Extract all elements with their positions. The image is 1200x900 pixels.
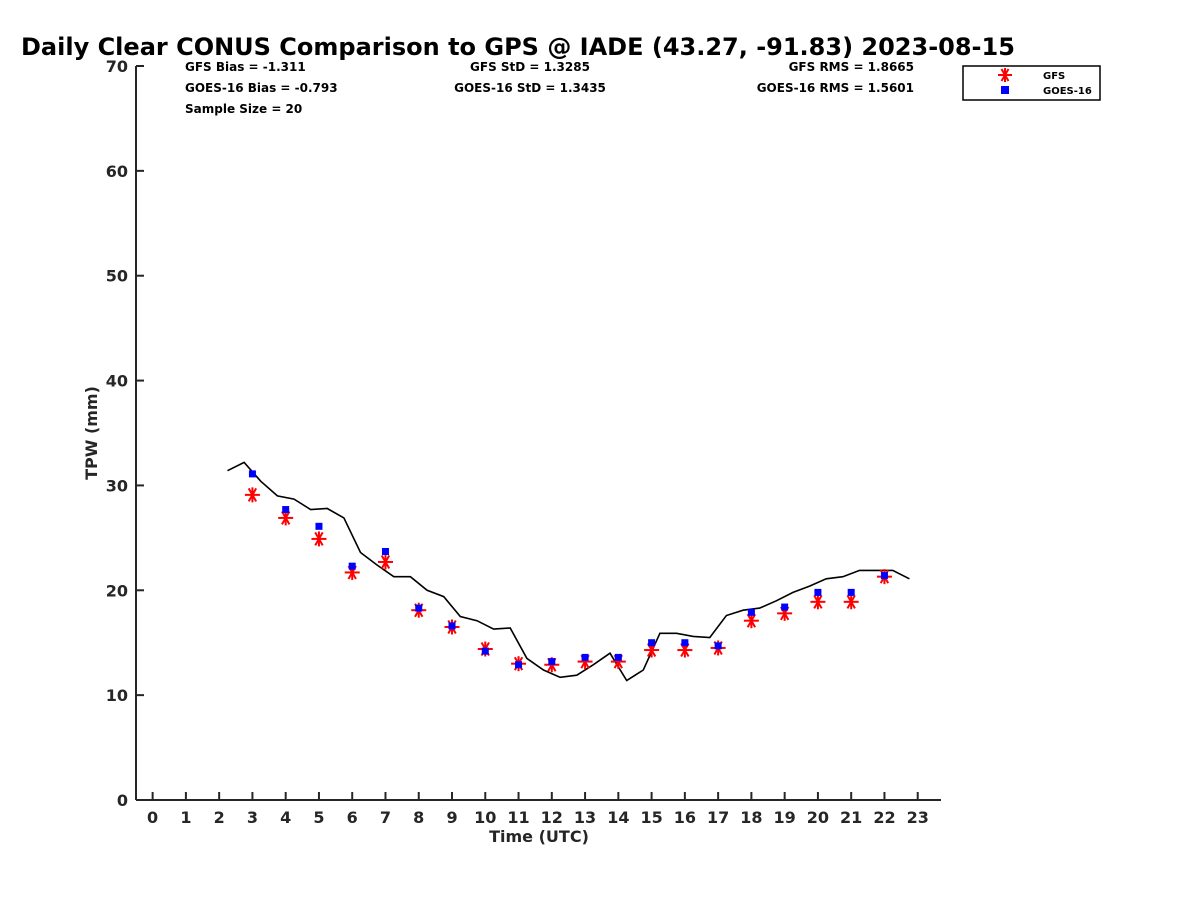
- x-tick-label: 4: [280, 808, 291, 827]
- x-tick-label: 18: [740, 808, 762, 827]
- goes-bias-text: GOES-16 Bias = -0.793: [185, 81, 338, 95]
- x-tick-label: 2: [214, 808, 225, 827]
- goes-point: [581, 653, 589, 661]
- x-tick-label: 15: [640, 808, 662, 827]
- x-tick-label: 14: [607, 808, 629, 827]
- x-tick-label: 7: [380, 808, 391, 827]
- legend-gfs-label: GFS: [1043, 71, 1065, 82]
- legend-gfs-asterisk: [998, 68, 1012, 82]
- x-tick-label: 21: [840, 808, 862, 827]
- y-axis-title: TPW (mm): [82, 386, 101, 480]
- goes-point: [847, 588, 855, 596]
- x-tick-label: 3: [247, 808, 258, 827]
- sample-size-text: Sample Size = 20: [185, 102, 302, 116]
- gfs-point: [743, 613, 759, 629]
- gfs-rms-text: GFS RMS = 1.8665: [789, 60, 914, 74]
- goes-point: [481, 647, 489, 655]
- gfs-point: [377, 554, 393, 570]
- x-tick-label: 9: [446, 808, 457, 827]
- legend-goes-label: GOES-16: [1043, 86, 1092, 97]
- x-tick-label: 6: [347, 808, 358, 827]
- x-tick-label: 20: [807, 808, 829, 827]
- goes-point: [714, 642, 722, 650]
- goes-point: [548, 658, 556, 666]
- legend-gfs-asterisk-marker: [998, 68, 1012, 82]
- goes-point: [248, 470, 256, 478]
- goes-point: [348, 562, 356, 570]
- gfs-point: [244, 487, 260, 503]
- legend: GFS GOES-16: [962, 65, 1101, 101]
- y-tick-label: 10: [106, 686, 128, 705]
- gfs-bias-text: GFS Bias = -1.311: [185, 60, 306, 74]
- goes-point: [781, 603, 789, 611]
- goes-point: [614, 653, 622, 661]
- goes-point: [648, 639, 656, 647]
- x-tick-label: 10: [474, 808, 496, 827]
- gfs-std-text: GFS StD = 1.3285: [470, 60, 590, 74]
- goes-point: [880, 572, 888, 580]
- goes-point: [381, 547, 389, 555]
- gfs-point: [810, 594, 826, 610]
- goes-point: [315, 522, 323, 530]
- goes-point: [415, 604, 423, 612]
- x-tick-label: 16: [674, 808, 696, 827]
- x-tick-label: 1: [180, 808, 191, 827]
- goes-point: [515, 661, 523, 669]
- y-tick-label: 30: [106, 476, 128, 495]
- goes-point: [448, 622, 456, 630]
- goes-point: [681, 639, 689, 647]
- stats-annotations: GFS Bias = -1.311 GOES-16 Bias = -0.793 …: [185, 60, 914, 116]
- x-tick-label: 11: [507, 808, 529, 827]
- x-tick-label: 19: [774, 808, 796, 827]
- x-tick-label: 23: [907, 808, 929, 827]
- goes-point: [814, 588, 822, 596]
- goes-rms-text: GOES-16 RMS = 1.5601: [757, 81, 914, 95]
- goes-std-text: GOES-16 StD = 1.3435: [454, 81, 606, 95]
- x-tick-label: 5: [313, 808, 324, 827]
- x-tick-label: 22: [873, 808, 895, 827]
- y-tick-label: 40: [106, 372, 128, 391]
- x-axis-title: Time (UTC): [489, 827, 589, 846]
- legend-goes-square-marker: [1001, 86, 1009, 94]
- gps-series-line: [227, 461, 910, 682]
- y-tick-label: 50: [106, 267, 128, 286]
- x-tick-label: 13: [574, 808, 596, 827]
- goes-point: [282, 506, 290, 514]
- legend-box: [962, 65, 1101, 101]
- gfs-point: [843, 594, 859, 610]
- y-tick-label: 70: [106, 57, 128, 76]
- chart-title: Daily Clear CONUS Comparison to GPS @ IA…: [21, 33, 1015, 61]
- x-tick-label: 12: [541, 808, 563, 827]
- y-tick-label: 20: [106, 581, 128, 600]
- x-tick-label: 8: [413, 808, 424, 827]
- x-tick-label: 0: [147, 808, 158, 827]
- x-tick-label: 17: [707, 808, 729, 827]
- goes-point: [747, 608, 755, 616]
- y-tick-label: 60: [106, 162, 128, 181]
- gfs-point: [311, 531, 327, 547]
- y-tick-label: 0: [117, 791, 128, 810]
